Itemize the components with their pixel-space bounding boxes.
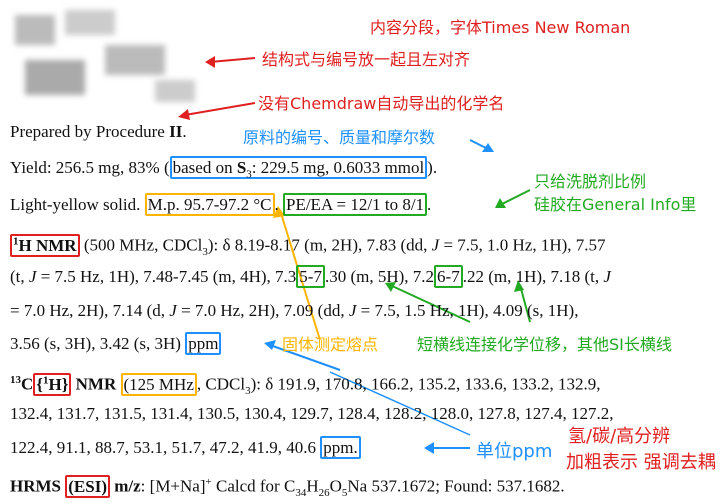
procedure-line: Prepared by Procedure II. (10, 122, 187, 141)
annotation-mp: 固体测定熔点 (282, 335, 379, 354)
c-nmr-line-2: 132.4, 131.7, 131.5, 131.4, 130.5, 130.4… (10, 404, 614, 423)
h-nmr-label: 1H NMR (10, 233, 80, 257)
h-nmr-line-3: = 7.0 Hz, 2H), 7.14 (d, J = 7.0 Hz, 2H),… (10, 301, 579, 320)
h-nmr-line-2: (t, J = 7.5 Hz, 1H), 7.48-7.45 (m, 4H), … (10, 265, 611, 288)
annotation-dash: 短横线连接化学位移，其他SI长横线 (417, 335, 672, 354)
annotation-silica: 硅胶在General Info里 (534, 195, 697, 214)
annotation-decoupling: 加粗表示 强调去耦 (566, 452, 716, 473)
melting-point-box: M.p. 95.7-97.2 °C (144, 193, 275, 216)
hrms-line: HRMS (ESI) m/z: [M+Na]+ Calcd for C34H26… (10, 474, 565, 500)
eluent-box: PE/EA = 12/1 to 8/1 (283, 193, 428, 216)
annotation-chemname: 没有Chemdraw自动导出的化学名 (258, 94, 505, 113)
annotation-materials: 原料的编号、质量和摩尔数 (243, 128, 436, 147)
annotation-eluent: 只给洗脱剂比例 (534, 172, 647, 191)
h-nmr-line-1: 1H NMR (500 MHz, CDCl3): δ 8.19-8.17 (m,… (10, 230, 606, 263)
annotation-ppm: 单位ppm (476, 441, 553, 462)
appearance-line: Light-yellow solid. M.p. 95.7-97.2 °C. P… (10, 193, 432, 216)
yield-line: Yield: 256.5 mg, 83% (based on S3: 229.5… (10, 156, 438, 181)
starting-material-box: based on S3: 229.5 mg, 0.6033 mmol (169, 156, 428, 180)
h-nmr-line-4: 3.56 (s, 3H), 3.42 (s, 3H) ppm (10, 332, 222, 355)
c-nmr-line-1: 13C {1H} NMR (125 MHz, CDCl3): δ 191.9, 1… (10, 372, 601, 398)
annotation-structure: 结构式与编号放一起且左对齐 (262, 50, 471, 69)
annotation-nuclei: 氢/碳/高分辨 (568, 426, 671, 447)
annotation-font: 内容分段，字体Times New Roman (370, 18, 631, 37)
blurred-structure-image (5, 5, 205, 105)
c-nmr-line-3: 122.4, 91.1, 88.7, 53.1, 51.7, 47.2, 41.… (10, 436, 361, 459)
